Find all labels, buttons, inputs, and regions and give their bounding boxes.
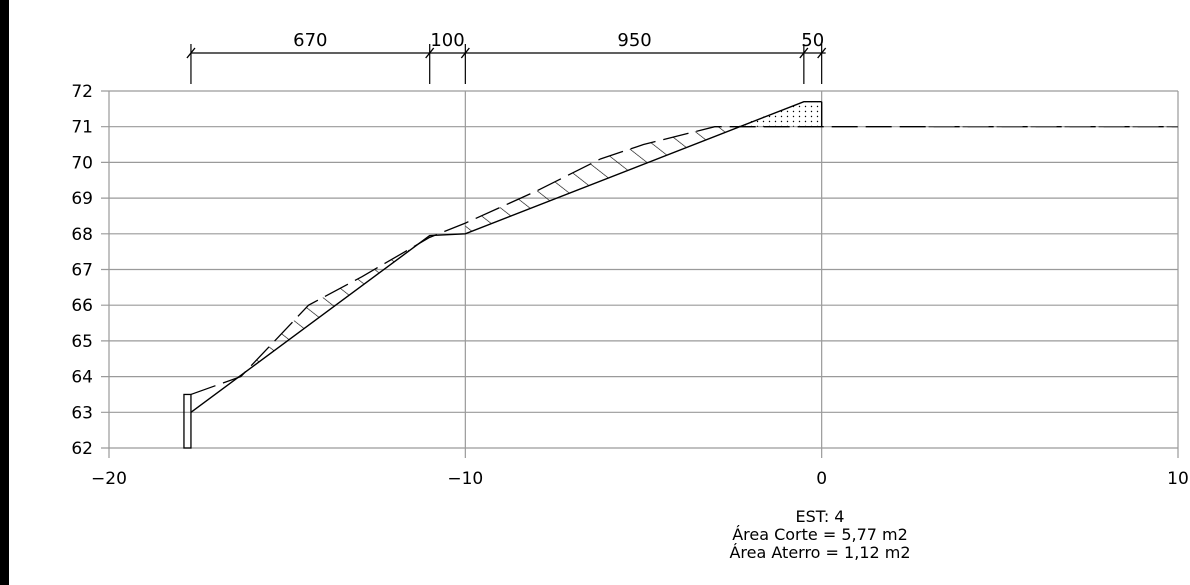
dimension-tick <box>817 47 827 59</box>
dimension-tick <box>460 47 470 59</box>
dimension-tick <box>186 47 196 59</box>
fill-area-label: Área Aterro = 1,12 m2 <box>729 543 911 562</box>
section-info: EST: 4 Área Corte = 5,77 m2 Área Aterro … <box>620 508 1020 562</box>
grid-lines <box>101 90 1179 458</box>
dimension-label: 100 <box>430 30 464 51</box>
dimension-label: 950 <box>617 30 651 51</box>
dimension-label: 670 <box>293 30 327 51</box>
area-fills <box>240 101 822 377</box>
dimension-line: 670 100 950 50 <box>186 30 827 84</box>
y-tick-label: 71 <box>71 118 93 138</box>
y-tick-label: 62 <box>71 439 93 459</box>
x-tick-label: 10 <box>1167 469 1189 489</box>
x-tick-label: −20 <box>91 469 127 489</box>
x-tick-label: 0 <box>816 469 827 489</box>
dimension-tick <box>799 47 809 59</box>
y-tick-label: 72 <box>71 82 93 102</box>
y-tick-label: 68 <box>71 225 93 245</box>
dimension-tick <box>425 47 435 59</box>
x-tick-label: −10 <box>447 469 483 489</box>
y-tick-label: 64 <box>71 368 93 388</box>
y-tick-label: 70 <box>71 153 93 173</box>
y-tick-label: 69 <box>71 189 93 209</box>
y-tick-label: 63 <box>71 403 93 423</box>
x-axis-labels: −20 −10 0 10 <box>91 469 1189 489</box>
station-label: EST: 4 <box>795 507 845 526</box>
y-tick-label: 66 <box>71 296 93 316</box>
dimension-label: 50 <box>801 30 824 51</box>
y-axis-labels: 72 71 70 69 68 67 66 65 64 63 62 <box>71 82 93 459</box>
cut-area-label: Área Corte = 5,77 m2 <box>732 525 908 544</box>
design-section-line <box>190 101 822 413</box>
wall-post <box>183 393 192 449</box>
y-tick-label: 67 <box>71 261 93 281</box>
left-border-bar <box>0 0 9 585</box>
terrain-line <box>190 126 1178 396</box>
y-tick-label: 65 <box>71 332 93 352</box>
profile-lines <box>183 101 1178 449</box>
